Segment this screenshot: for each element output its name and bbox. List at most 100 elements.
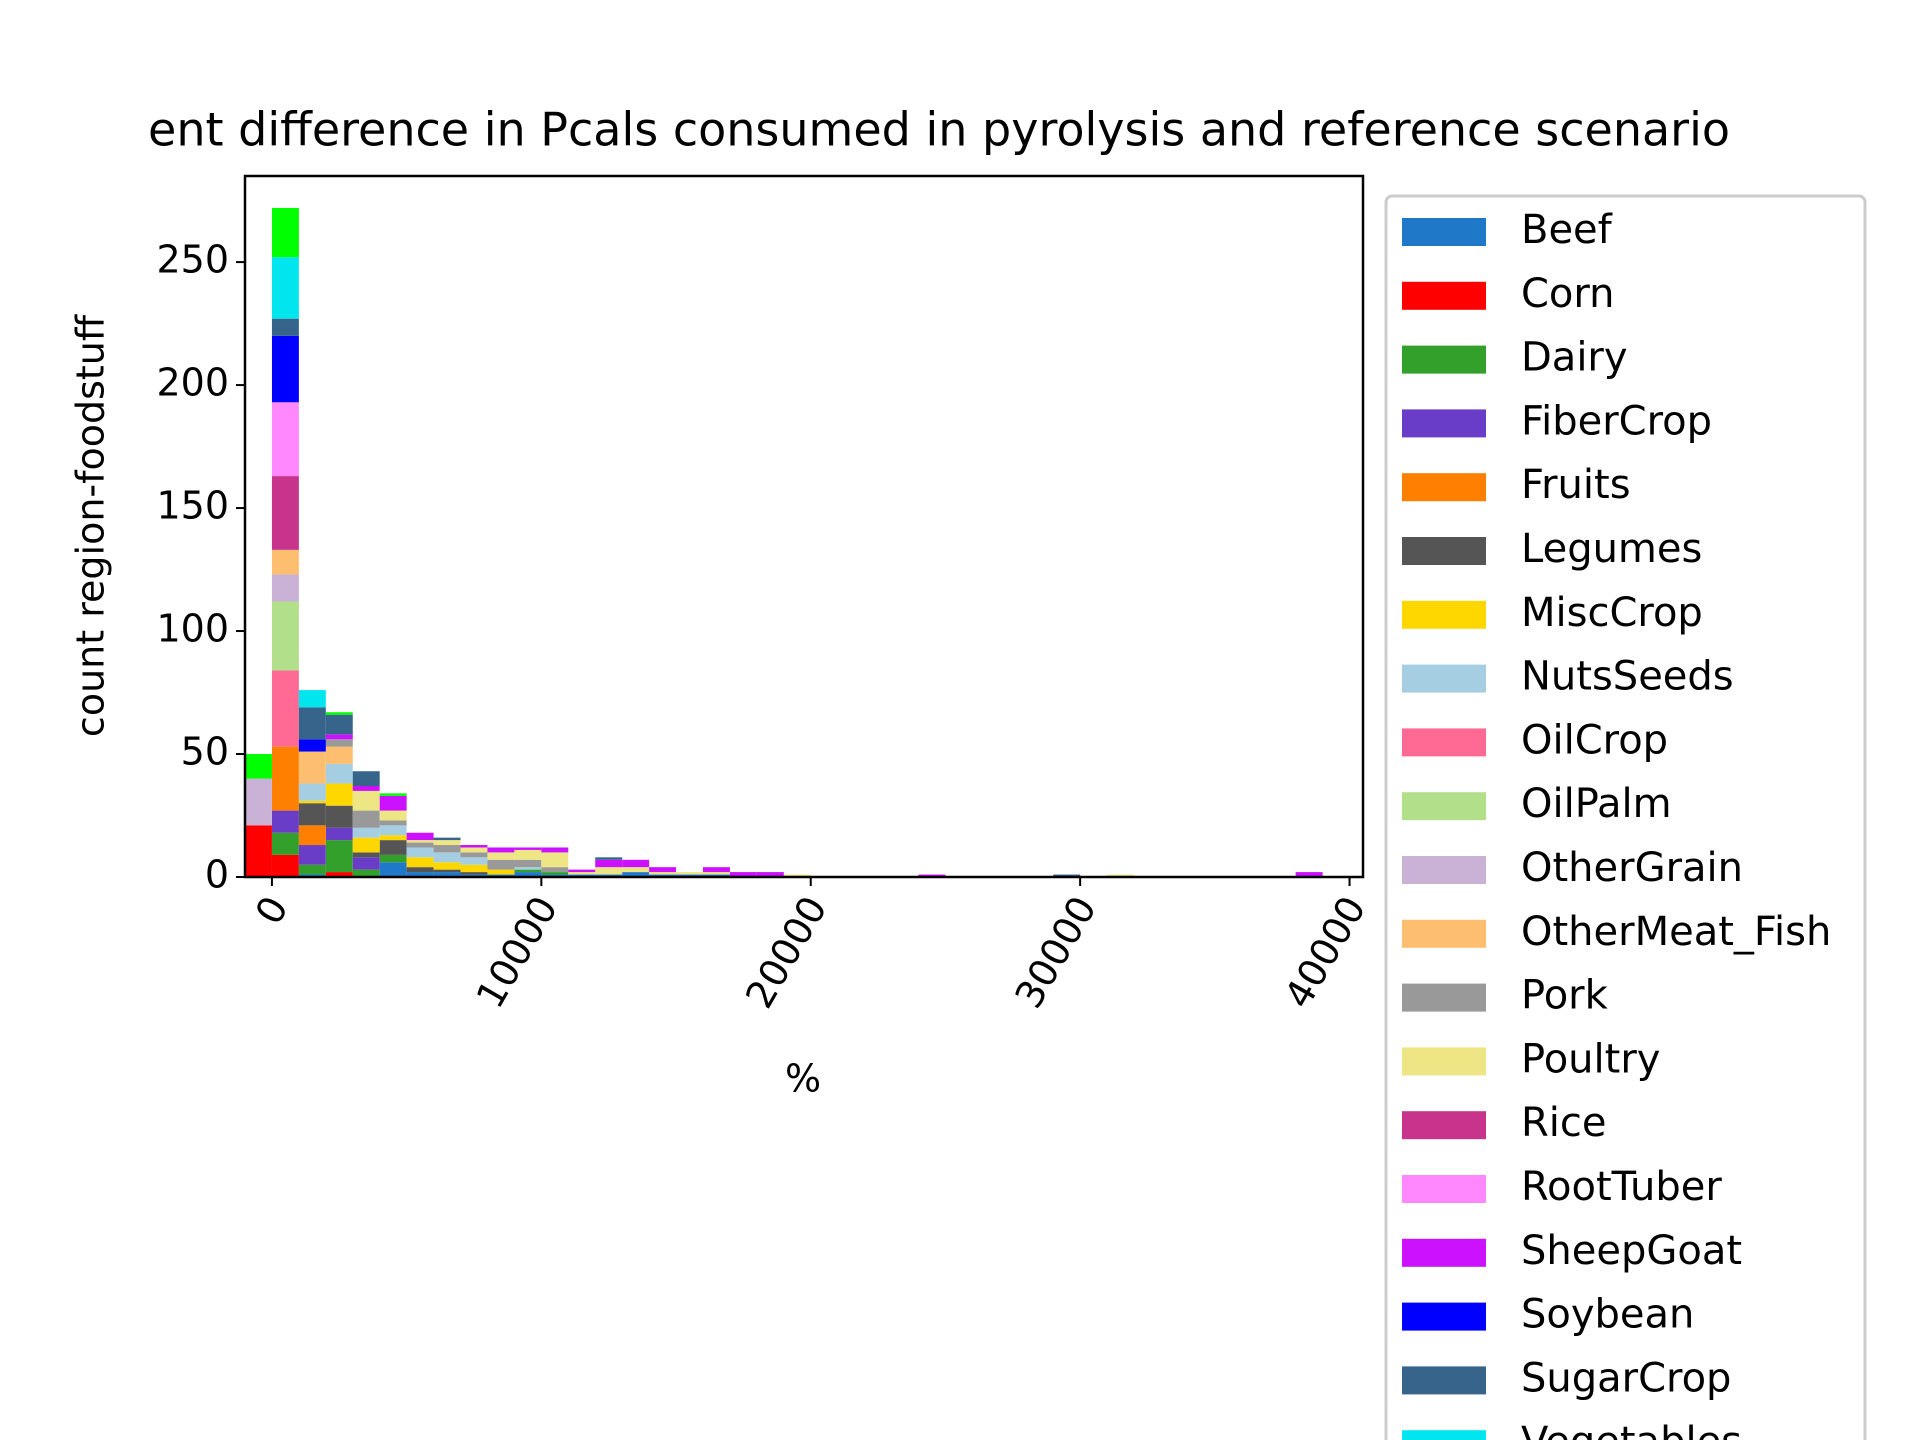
legend-label: RootTuber — [1521, 1164, 1722, 1210]
histogram-bar — [271, 601, 299, 671]
legend-label: SheepGoat — [1521, 1228, 1742, 1274]
legend-label: FiberCrop — [1521, 398, 1712, 444]
histogram-bar — [352, 827, 380, 838]
histogram-bar — [433, 852, 461, 863]
histogram-bar — [271, 207, 299, 258]
legend-swatch — [1402, 1430, 1486, 1440]
histogram-bar — [245, 754, 272, 779]
legend-box — [1384, 194, 1867, 1440]
legend-label: OtherMeat_Fish — [1521, 909, 1831, 955]
histogram-bar — [406, 840, 434, 843]
histogram-bar — [325, 734, 353, 740]
histogram-bar — [271, 402, 299, 477]
histogram-bar — [271, 549, 299, 575]
x-tick-label: 10000 — [468, 889, 567, 1016]
histogram-bar — [325, 714, 353, 735]
histogram-bar — [460, 852, 488, 858]
histogram-bar — [271, 335, 299, 403]
histogram-bar — [298, 707, 326, 740]
legend-label: Beef — [1521, 207, 1613, 253]
x-axis-label: % — [785, 1057, 821, 1101]
histogram-bar — [298, 690, 326, 708]
legend-swatch — [1402, 218, 1486, 246]
legend-label: MiscCrop — [1521, 590, 1703, 636]
histogram-bar — [352, 790, 380, 811]
histogram-bar — [541, 867, 569, 873]
legend-swatch — [1402, 1238, 1486, 1267]
histogram-bar — [514, 859, 542, 868]
histogram-bar — [406, 867, 434, 873]
legend-label: Pork — [1521, 973, 1609, 1019]
histogram-bar — [352, 837, 380, 853]
plot-frame — [243, 174, 1365, 879]
legend-swatch — [1402, 473, 1486, 502]
histogram-bar — [325, 872, 353, 877]
histogram-bar — [325, 712, 353, 715]
histogram-bar — [406, 857, 434, 868]
histogram-bar — [514, 869, 542, 873]
histogram-bar — [325, 763, 353, 784]
legend-label: Dairy — [1521, 335, 1628, 381]
histogram-bar — [433, 845, 461, 853]
legend-swatch — [1402, 409, 1486, 438]
histogram-bar — [460, 847, 488, 853]
histogram-bar — [379, 810, 407, 821]
histogram-bar — [298, 783, 326, 801]
histogram-bar — [406, 842, 434, 848]
x-tick-label: 30000 — [1006, 889, 1105, 1016]
legend-label: OilCrop — [1521, 717, 1668, 763]
histogram-bar — [298, 751, 326, 784]
histogram-bar — [460, 857, 488, 865]
histogram-bar — [379, 820, 407, 826]
histogram-bar — [622, 859, 650, 868]
legend-swatch — [1402, 664, 1486, 693]
histogram-bar — [568, 872, 596, 875]
histogram-bar — [460, 872, 488, 875]
histogram-bar — [352, 857, 380, 870]
histogram-bar — [487, 852, 515, 860]
histogram-bar — [325, 783, 353, 806]
histogram-bar — [433, 869, 461, 873]
legend-swatch — [1402, 728, 1486, 757]
histogram-bar — [433, 862, 461, 870]
histogram-bar — [568, 869, 596, 873]
histogram-bar — [271, 854, 299, 877]
histogram-bar — [676, 872, 703, 875]
histogram-bar — [271, 670, 299, 747]
histogram-bar — [271, 810, 299, 833]
histogram-bar — [271, 574, 299, 602]
legend-label: Poultry — [1521, 1036, 1660, 1082]
histogram-bar — [325, 805, 353, 828]
histogram-bar — [271, 318, 299, 336]
histogram-bar — [541, 852, 569, 868]
histogram-bar — [406, 847, 434, 858]
legend-swatch — [1402, 983, 1486, 1012]
histogram-bar — [379, 825, 407, 836]
legend-label: Corn — [1521, 271, 1615, 317]
histogram-bar — [245, 825, 272, 877]
histogram-bar — [325, 827, 353, 841]
y-axis-label: count region-foodstuff — [69, 314, 113, 737]
histogram-bar — [352, 869, 380, 877]
histogram-bar — [541, 872, 569, 875]
legend-swatch — [1402, 1175, 1486, 1203]
legend-label: NutsSeeds — [1521, 654, 1734, 700]
histogram-bar — [325, 739, 353, 747]
histogram-bar — [595, 867, 623, 875]
legend-swatch — [1402, 1302, 1486, 1331]
histogram-bar — [379, 795, 407, 811]
histogram-bar — [352, 771, 380, 786]
histogram-bar — [487, 859, 515, 870]
histogram-bar — [756, 872, 784, 877]
histogram-bar — [595, 857, 623, 860]
histogram-bar — [702, 872, 730, 875]
histogram-bar — [702, 867, 730, 873]
histogram-bar — [514, 872, 542, 877]
histogram-bar — [1295, 872, 1323, 877]
chart-title: ent difference in Pcals consumed in pyro… — [148, 103, 1730, 157]
y-tick-label: 100 — [156, 607, 229, 651]
histogram-bar — [271, 257, 299, 319]
histogram-bar — [298, 739, 326, 752]
y-tick-label: 250 — [156, 238, 229, 282]
